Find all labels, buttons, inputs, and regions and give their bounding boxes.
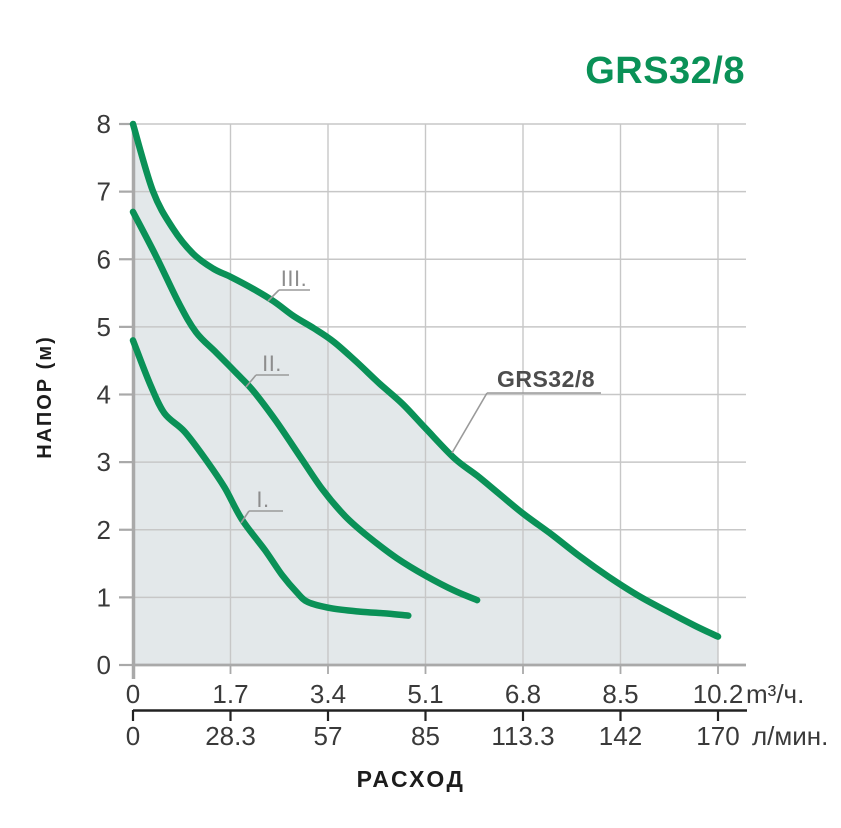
x-tick-label-m3h: 0 [126, 679, 140, 709]
curve-group [129, 120, 722, 640]
curve-label-ii: II. [262, 351, 282, 376]
x-tick-label-m3h: 3.4 [310, 679, 346, 709]
page-title: GRS32/8 [585, 50, 745, 92]
y-tick-label: 3 [97, 447, 111, 477]
annotation-leader-line [267, 289, 280, 302]
curve-label-i: I. [256, 487, 269, 512]
x-axis-title: РАСХОД [356, 766, 466, 792]
annotation-leader-line [240, 510, 250, 524]
annotation-group: I. II. III. GRS32/8 [240, 266, 601, 524]
x-tick-label-lmin: 0 [126, 721, 140, 751]
x-tick-label-lmin: 142 [599, 721, 642, 751]
x-tick-label-lmin: 170 [696, 721, 739, 751]
y-tick-label: 4 [97, 380, 111, 410]
x-tick-label-lmin: 113.3 [491, 721, 554, 751]
pump-curve-iii [129, 120, 722, 640]
x-tick-label-m3h: 5.1 [407, 679, 443, 709]
x-axis-unit-lmin: л/мин. [752, 721, 828, 751]
y-tick-label: 1 [97, 582, 111, 612]
annotation-leader-line [245, 374, 257, 388]
x-tick-label-m3h: 10.2 [693, 679, 744, 709]
y-axis-title: НАПОР (м) [34, 335, 56, 459]
curve-label-iii: III. [281, 266, 307, 291]
pump-curve-i [129, 337, 412, 619]
y-tick-label: 6 [97, 244, 111, 274]
x-tick-label-m3h: 1.7 [212, 679, 248, 709]
y-tick-label: 0 [97, 650, 111, 680]
y-tick-label: 7 [97, 177, 111, 207]
x-tick-label-lmin: 28.3 [205, 721, 256, 751]
annotation-leader-line [451, 392, 488, 454]
x-tick-label-m3h: 6.8 [505, 679, 541, 709]
x-tick-label-m3h: 8.5 [602, 679, 638, 709]
x-axis-unit-m3h: m³/ч. [746, 679, 804, 709]
tick-label-group: 0 1 2 3 4 5 6 7 8 0 1.7 3.4 5.1 6.8 8.5 10.2 m³/ч. 0 28.3 5… [97, 109, 829, 751]
curve-label-grs328: GRS32/8 [497, 366, 595, 392]
x-tick-label-lmin: 85 [411, 721, 440, 751]
x-tick-label-lmin: 57 [314, 721, 343, 751]
pump-curve-ii [129, 208, 481, 604]
y-tick-label: 5 [97, 312, 111, 342]
y-tick-label: 2 [97, 515, 111, 545]
y-tick-label: 8 [97, 109, 111, 139]
